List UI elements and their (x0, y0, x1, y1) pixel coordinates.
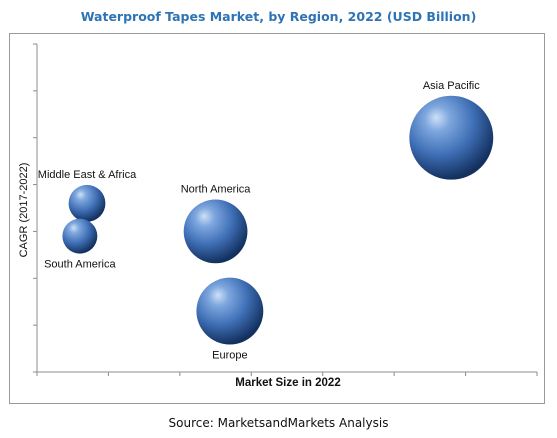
chart-frame (9, 33, 545, 404)
bubble-label-north-america: North America (181, 184, 252, 196)
axes (33, 43, 538, 376)
bubble-north-america (183, 199, 248, 264)
y-axis-title: CAGR (2017-2022) (18, 163, 30, 258)
bubble-middle-east-africa (68, 184, 106, 222)
bubble-label-middle-east-africa: Middle East & Africa (38, 169, 137, 181)
bubble-label-europe: Europe (212, 350, 247, 362)
bubble-europe (196, 277, 264, 345)
chart-title: Waterproof Tapes Market, by Region, 2022… (80, 9, 477, 24)
bubble-asia-pacific (409, 95, 494, 180)
bubbles (62, 95, 494, 345)
bubble-labels: Asia Pacific North America Europe Middle Ea… (38, 80, 480, 362)
bubble-label-south-america: South America (44, 259, 116, 271)
source-note: Source: MarketsandMarkets Analysis (168, 416, 389, 430)
bubble-south-america (62, 218, 98, 254)
x-axis-title: Market Size in 2022 (235, 377, 340, 389)
bubble-label-asia-pacific: Asia Pacific (423, 80, 480, 92)
